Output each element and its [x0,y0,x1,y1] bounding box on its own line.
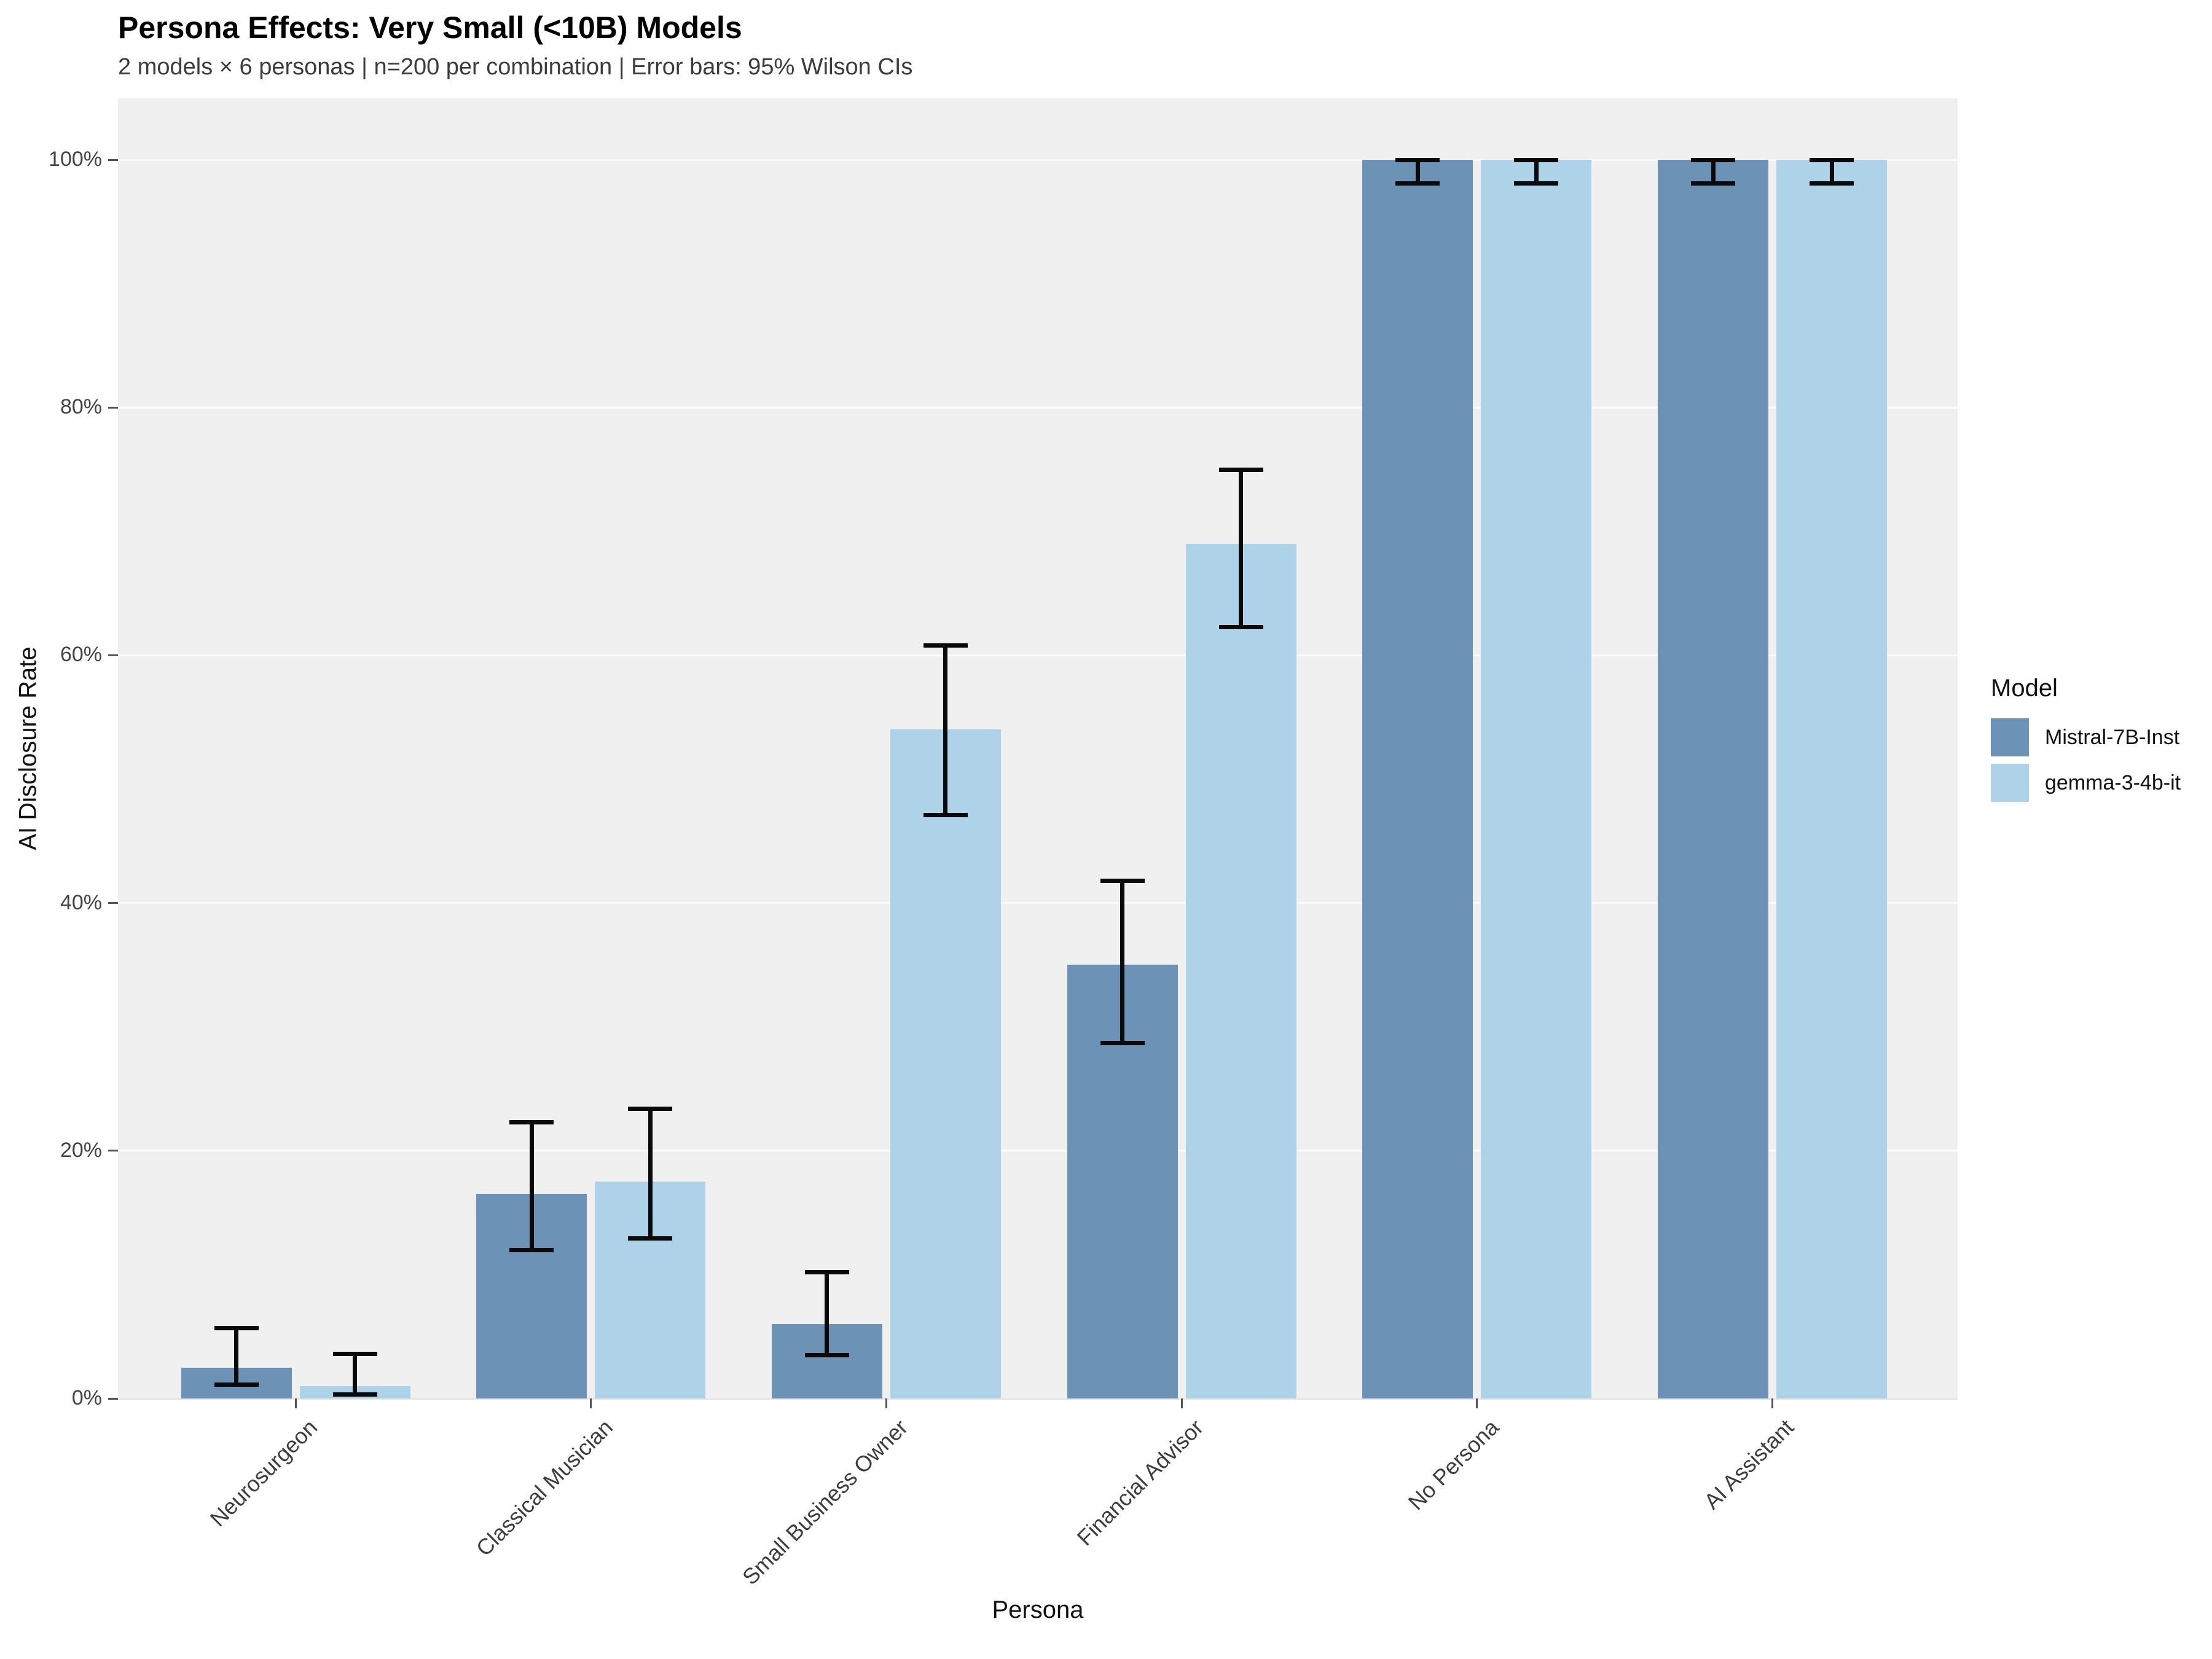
error-bar-cap-top [509,1120,554,1124]
bar-gemma-3-4b-it-Small Business Owner [890,729,1001,1398]
error-bar-cap-bottom [1218,624,1263,629]
gridline-80% [118,406,1958,409]
plot-panel [118,98,1958,1400]
error-bar-cap-top [1810,157,1854,162]
error-bar-cap-top [214,1325,259,1330]
x-tick-label-Financial Advisor: Financial Advisor [1072,1414,1209,1551]
y-tick-mark [108,1150,118,1152]
x-tick-mark [1771,1398,1773,1408]
bar-gemma-3-4b-it-No Persona [1481,160,1592,1398]
error-bar-cap-bottom [1691,181,1735,186]
error-bar [1120,880,1125,1043]
error-bar-cap-bottom [1100,1040,1145,1045]
x-tick-label-Classical Musician: Classical Musician [471,1414,618,1561]
error-bar [1711,160,1716,184]
error-bar-cap-bottom [1395,181,1440,186]
error-bar-cap-bottom [1810,181,1854,186]
error-bar-cap-bottom [1514,181,1559,186]
y-tick-mark [108,902,118,904]
legend-swatch-mistral [1991,718,2029,756]
legend: Model Mistral-7B-Inst gemma-3-4b-it [1991,675,2210,809]
x-tick-mark [885,1398,887,1408]
error-bar [1239,469,1244,627]
error-bar [529,1122,534,1250]
x-tick-mark [294,1398,297,1408]
error-bar-cap-bottom [214,1382,259,1387]
error-bar-cap-top [1395,157,1440,162]
legend-item: gemma-3-4b-it [1991,764,2210,802]
error-bar [353,1354,357,1395]
legend-title: Model [1991,675,2058,702]
error-bar-cap-top [1514,157,1559,162]
gridline-40% [118,902,1958,904]
legend-item: Mistral-7B-Inst [1991,718,2210,756]
y-tick-mark [108,654,118,656]
error-bar [234,1328,238,1385]
error-bar [825,1272,830,1355]
error-bar [1534,160,1539,184]
error-bar-cap-top [628,1106,673,1111]
y-tick-label: 40% [60,890,102,914]
chart-subtitle: 2 models × 6 personas | n=200 per combin… [118,54,913,80]
x-tick-label-Neurosurgeon: Neurosurgeon [205,1414,322,1532]
y-axis-title: AI Disclosure Rate [14,646,42,850]
x-tick-mark [1180,1398,1183,1408]
bar-Mistral-7B-Inst-AI Assistant [1658,160,1768,1398]
y-tick-label: 60% [60,643,102,667]
x-tick-label-Small Business Owner: Small Business Owner [737,1414,913,1590]
y-tick-mark [108,1397,118,1400]
gridline-60% [118,654,1958,656]
error-bar-cap-top [1218,467,1263,472]
error-bar-cap-bottom [509,1247,554,1252]
error-bar-cap-top [1100,878,1145,883]
error-bar-cap-bottom [804,1352,849,1357]
bar-Mistral-7B-Inst-No Persona [1362,160,1473,1398]
gridline-0% [118,1397,1958,1400]
x-tick-mark [590,1398,592,1408]
error-bar-cap-top [923,643,968,648]
x-tick-label-No Persona: No Persona [1403,1414,1504,1515]
error-bar [943,645,948,815]
y-tick-label: 100% [49,147,102,171]
legend-label: gemma-3-4b-it [2045,771,2181,794]
error-bar [648,1108,653,1239]
error-bar-cap-bottom [332,1392,377,1397]
y-tick-mark [108,406,118,409]
chart-title: Persona Effects: Very Small (<10B) Model… [118,10,742,45]
x-tick-mark [1476,1398,1478,1408]
error-bar-cap-top [1691,157,1735,162]
error-bar [1829,160,1834,184]
error-bar-cap-bottom [628,1236,673,1241]
error-bar-cap-bottom [923,812,968,817]
bar-gemma-3-4b-it-AI Assistant [1776,160,1887,1398]
y-tick-label: 20% [60,1138,102,1162]
y-tick-label: 0% [71,1386,102,1410]
x-axis-title: Persona [992,1596,1084,1623]
error-bar [1415,160,1420,184]
error-bar-cap-top [332,1351,377,1356]
error-bar-cap-top [804,1269,849,1274]
legend-label: Mistral-7B-Inst [2045,725,2180,749]
gridline-20% [118,1150,1958,1152]
y-tick-label: 80% [60,395,102,419]
bar-gemma-3-4b-it-Financial Advisor [1185,543,1296,1398]
x-tick-label-AI Assistant: AI Assistant [1699,1414,1799,1514]
legend-swatch-gemma [1991,764,2029,802]
y-tick-mark [108,159,118,161]
gridline-100% [118,159,1958,161]
